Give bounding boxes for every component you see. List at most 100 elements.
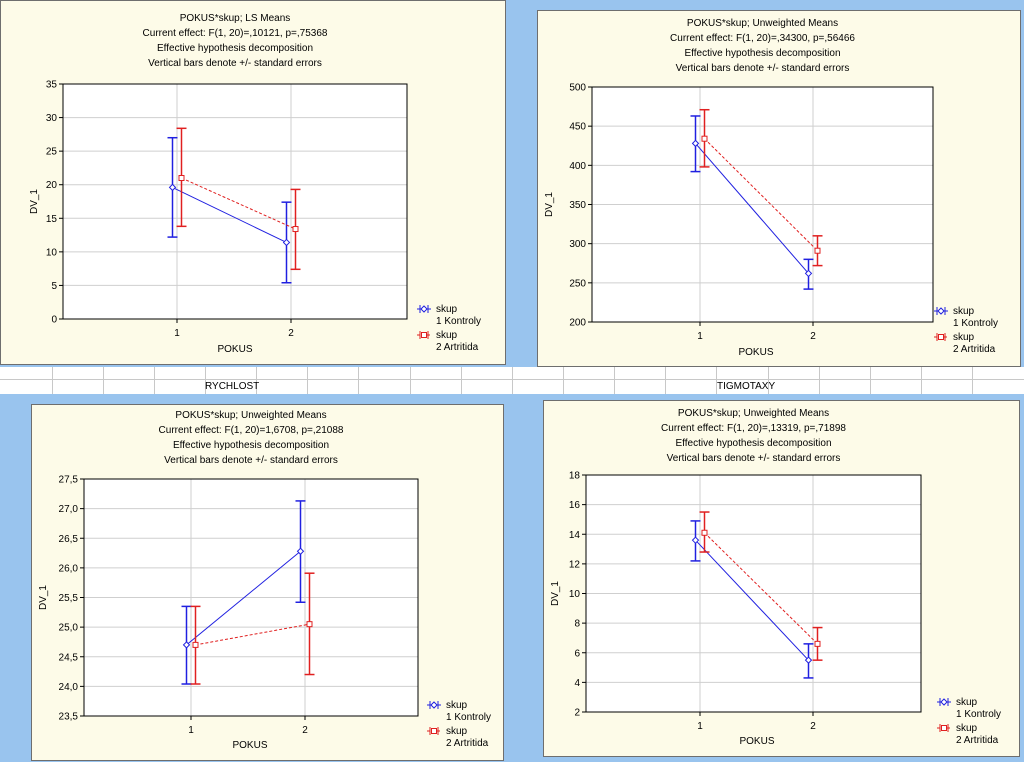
- legend-marker-square: [431, 728, 437, 734]
- chart-panel-rychlost-ls-means: POKUS*skup; LS Means Current effect: F(1,…: [0, 0, 506, 365]
- series-line-1: [695, 539, 809, 661]
- y-tick-label: 350: [569, 200, 586, 211]
- legend-marker-diamond: [420, 305, 428, 313]
- chart-svg: POKUS*skup; Unweighted Means Current effe…: [550, 408, 1001, 747]
- y-tick-label: 16: [569, 500, 581, 511]
- legend-sublabel: 2 Artritida: [436, 342, 479, 353]
- chart-title-line: Current effect: F(1, 20)=,34300, p=,5646…: [670, 33, 855, 44]
- legend-sublabel: 1 Kontroly: [956, 709, 1001, 720]
- legend-label: skup: [446, 726, 468, 737]
- legend-sublabel: 2 Artritida: [446, 738, 489, 749]
- series-line-2: [181, 177, 296, 230]
- legend-sublabel: 1 Kontroly: [436, 316, 481, 327]
- legend-label: skup: [953, 306, 975, 317]
- x-axis-label: POKUS: [739, 736, 774, 747]
- y-axis-label: DV_1: [544, 192, 555, 217]
- legend-marker-diamond: [430, 701, 438, 709]
- chart-panel-tigmotaxy-unweighted-2: POKUS*skup; Unweighted Means Current effe…: [543, 400, 1020, 757]
- legend-label: skup: [446, 700, 468, 711]
- chart-panel-tigmotaxy-unweighted: POKUS*skup; Unweighted Means Current effe…: [537, 10, 1021, 367]
- x-tick-label: 1: [174, 328, 180, 339]
- y-tick-label: 500: [569, 83, 586, 94]
- y-tick-label: 6: [574, 648, 580, 659]
- legend-label: skup: [956, 697, 978, 708]
- data-point-square: [306, 621, 313, 628]
- y-tick-label: 30: [46, 113, 58, 124]
- legend-label: skup: [436, 304, 458, 315]
- legend-sublabel: 1 Kontroly: [953, 318, 998, 329]
- legend-marker-diamond: [940, 698, 948, 706]
- data-point-square: [292, 226, 299, 233]
- plot-border: [62, 83, 408, 320]
- chart-title-line: Current effect: F(1, 20)=,10121, p=,7536…: [143, 28, 328, 39]
- x-tick-label: 1: [697, 721, 703, 732]
- chart-title-line: Effective hypothesis decomposition: [157, 43, 313, 54]
- chart-title-line: Current effect: F(1, 20)=1,6708, p=,2108…: [159, 425, 344, 436]
- y-tick-label: 26,5: [59, 534, 79, 545]
- chart-title-line: Vertical bars denote +/- standard errors: [148, 58, 322, 69]
- y-tick-label: 300: [569, 239, 586, 250]
- series-line-2: [704, 138, 818, 252]
- data-point-square: [178, 175, 185, 181]
- y-tick-label: 23,5: [59, 712, 79, 723]
- legend-label: skup: [436, 330, 458, 341]
- data-point-square: [814, 247, 821, 254]
- data-point-diamond: [168, 183, 177, 192]
- data-point-diamond: [804, 269, 813, 278]
- chart-svg: POKUS*skup; Unweighted Means Current effe…: [544, 18, 998, 358]
- y-tick-label: 24,0: [59, 682, 79, 693]
- y-axis-label: DV_1: [38, 585, 49, 610]
- y-tick-label: 35: [46, 80, 58, 91]
- plot-border: [591, 86, 934, 323]
- series-line-2: [704, 532, 818, 645]
- data-point-diamond: [182, 641, 191, 649]
- plot-border: [83, 478, 419, 717]
- spreadsheet-row-band: RYCHLOST TIGMOTAXY: [0, 367, 1024, 394]
- chart-title-line: POKUS*skup; Unweighted Means: [678, 408, 829, 419]
- y-axis-label: DV_1: [550, 581, 561, 606]
- legend-marker-square: [421, 332, 427, 338]
- y-tick-label: 18: [569, 471, 581, 482]
- sheet-label-tigmotaxy: TIGMOTAXY: [717, 381, 776, 392]
- legend-marker-square: [941, 725, 947, 731]
- chart-title-line: Effective hypothesis decomposition: [675, 438, 831, 449]
- data-point-diamond: [282, 238, 291, 247]
- series-line-1: [186, 550, 301, 646]
- x-axis-label: POKUS: [232, 740, 267, 751]
- y-tick-label: 0: [51, 315, 57, 326]
- sheet-label-rychlost: RYCHLOST: [205, 381, 260, 392]
- x-tick-label: 1: [188, 725, 194, 736]
- series-line-1: [172, 186, 287, 243]
- y-tick-label: 24,5: [59, 652, 79, 663]
- y-tick-label: 25: [46, 147, 58, 158]
- legend-label: skup: [956, 723, 978, 734]
- y-tick-label: 14: [569, 530, 581, 541]
- data-point-diamond: [804, 656, 813, 664]
- data-point-square: [701, 135, 708, 142]
- y-tick-label: 20: [46, 180, 58, 191]
- y-tick-label: 12: [569, 559, 581, 570]
- chart-title-line: Effective hypothesis decomposition: [684, 48, 840, 59]
- series-line-2: [195, 623, 310, 646]
- data-point-diamond: [691, 536, 700, 544]
- chart-svg: POKUS*skup; LS Means Current effect: F(1,…: [29, 13, 481, 355]
- chart-title-line: Current effect: F(1, 20)=,13319, p=,7189…: [661, 423, 846, 434]
- legend-marker-diamond: [937, 307, 945, 315]
- y-tick-label: 27,5: [59, 475, 79, 486]
- x-axis-label: POKUS: [738, 347, 773, 358]
- y-tick-label: 5: [51, 281, 57, 292]
- chart-panel-rychlost-unweighted: POKUS*skup; Unweighted Means Current effe…: [31, 404, 504, 761]
- chart-title-line: Vertical bars denote +/- standard errors: [667, 453, 841, 464]
- chart-title-line: POKUS*skup; LS Means: [180, 13, 291, 24]
- series-line-1: [695, 143, 809, 274]
- y-axis-label: DV_1: [29, 189, 40, 214]
- y-tick-label: 400: [569, 161, 586, 172]
- plot-area: [63, 84, 407, 319]
- y-tick-label: 450: [569, 122, 586, 133]
- data-point-square: [192, 641, 199, 648]
